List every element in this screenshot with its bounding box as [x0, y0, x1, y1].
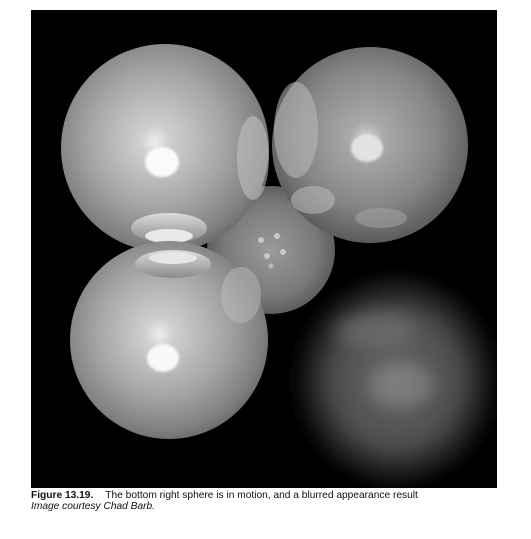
blurred-sphere — [298, 276, 494, 484]
spheres-render — [61, 44, 494, 484]
figure-label: Figure 13.19. — [31, 490, 94, 501]
caption-text: The bottom right sphere is in motion, an… — [105, 490, 418, 501]
top-right-sphere — [272, 47, 468, 243]
top-left-sphere — [61, 44, 269, 252]
image-credit: Image courtesy Chad Barb. — [31, 501, 156, 512]
bottom-left-sphere — [70, 241, 268, 439]
figure-image — [31, 10, 497, 488]
figure-caption: Figure 13.19. The bottom right sphere is … — [31, 490, 531, 512]
